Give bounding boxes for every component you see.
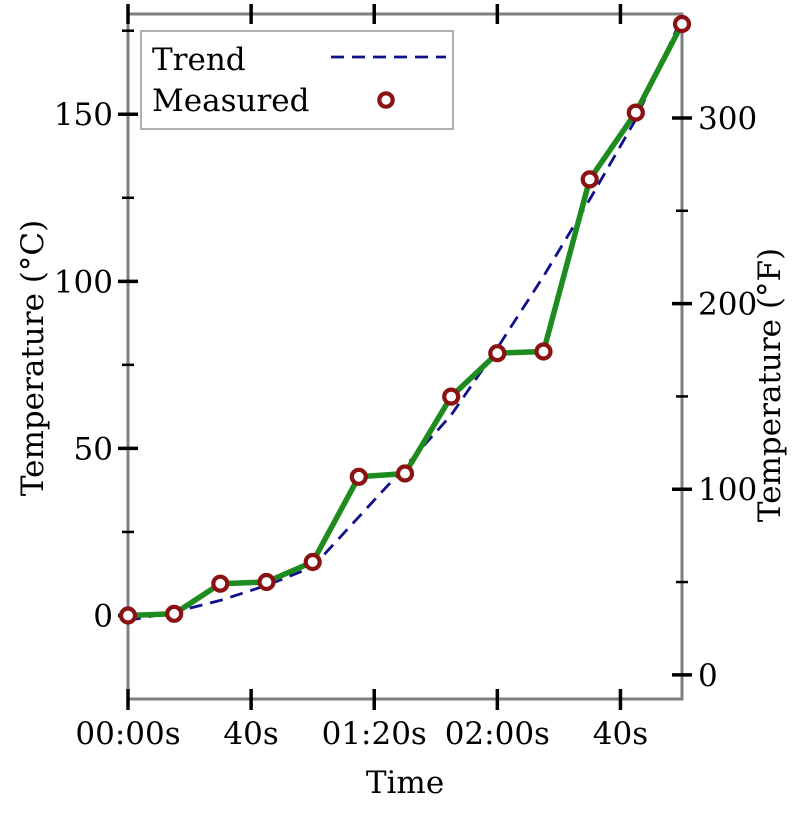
y-right-tick-label: 0 [698,658,718,694]
legend-label-measured: Measured [152,83,309,119]
x-tick-label: 02:00s [445,716,550,752]
measured-point [165,604,184,623]
measured-point [349,467,368,486]
y-right-tick-label: 300 [698,101,757,137]
y-right-tick-label: 200 [698,287,757,323]
measured-point [488,344,507,363]
measured-point [672,14,692,34]
measured-point [211,574,230,593]
y-right-axis-title: Temperature (°F) [752,248,788,522]
y-left-axis-title: Temperature (°C) [15,220,51,496]
y-left-tick-label: 50 [74,431,113,467]
measured-point [626,103,645,122]
x-tick-label: 01:20s [322,716,427,752]
legend-measured-marker-sample [377,91,395,109]
measured-point [580,170,599,189]
measured-point [118,606,138,625]
x-tick-label: 40s [593,716,648,752]
y-left-tick-label: 150 [54,97,113,133]
measured-point [257,572,276,592]
legend-box [140,30,454,130]
legend-label-trend: Trend [152,42,246,78]
y-left-tick-label: 0 [93,598,113,634]
measured-point [442,387,461,406]
x-axis-title: Time [366,765,444,801]
measured-point [303,552,322,572]
trend-line [127,16,684,622]
y-right-tick-label: 100 [698,472,757,508]
x-tick-label: 40s [223,716,278,752]
measured-point [534,342,553,361]
measured-point [395,464,415,483]
plot-border [126,12,684,701]
x-tick-label: 00:00s [75,716,180,752]
y-left-tick-label: 100 [54,264,113,300]
